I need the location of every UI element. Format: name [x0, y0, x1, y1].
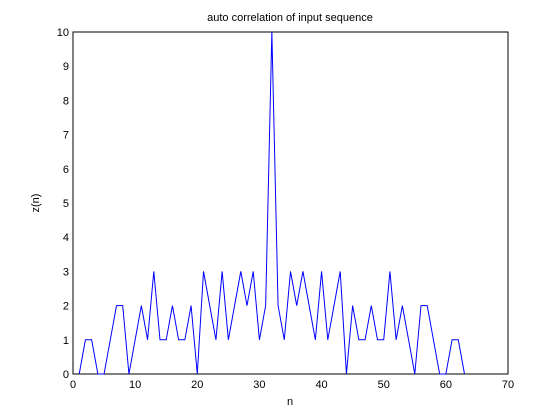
y-tick-label: 2 [63, 301, 69, 313]
y-tick-label: 8 [63, 95, 69, 107]
x-tick-label: 70 [502, 379, 514, 391]
ticks: 0 10 20 30 40 50 60 70 0 1 2 3 4 5 6 7 8 9 10 [57, 27, 514, 391]
plot-area [72, 31, 509, 375]
x-tick-label: 40 [315, 379, 327, 391]
axes-box [72, 31, 509, 375]
y-tick-label: 10 [57, 27, 69, 39]
x-tick-label: 50 [378, 379, 390, 391]
x-tick-label: 60 [440, 379, 452, 391]
y-tick-label: 4 [63, 232, 69, 244]
x-tick-label: 0 [70, 379, 76, 391]
series-line [78, 31, 465, 375]
x-tick-label: 20 [191, 379, 203, 391]
y-tick-label: 9 [63, 61, 69, 73]
chart-title: auto correlation of input sequence [207, 12, 373, 24]
x-tick-label: 30 [253, 379, 265, 391]
y-tick-label: 1 [63, 335, 69, 347]
y-tick-label: 0 [63, 369, 69, 381]
y-tick-label: 7 [63, 130, 69, 142]
x-tick-label: 10 [129, 379, 141, 391]
y-tick-label: 5 [63, 198, 69, 210]
y-tick-label: 3 [63, 266, 69, 278]
y-axis-label: z(n) [30, 194, 42, 213]
y-tick-label: 6 [63, 164, 69, 176]
x-axis-label: n [287, 396, 293, 408]
